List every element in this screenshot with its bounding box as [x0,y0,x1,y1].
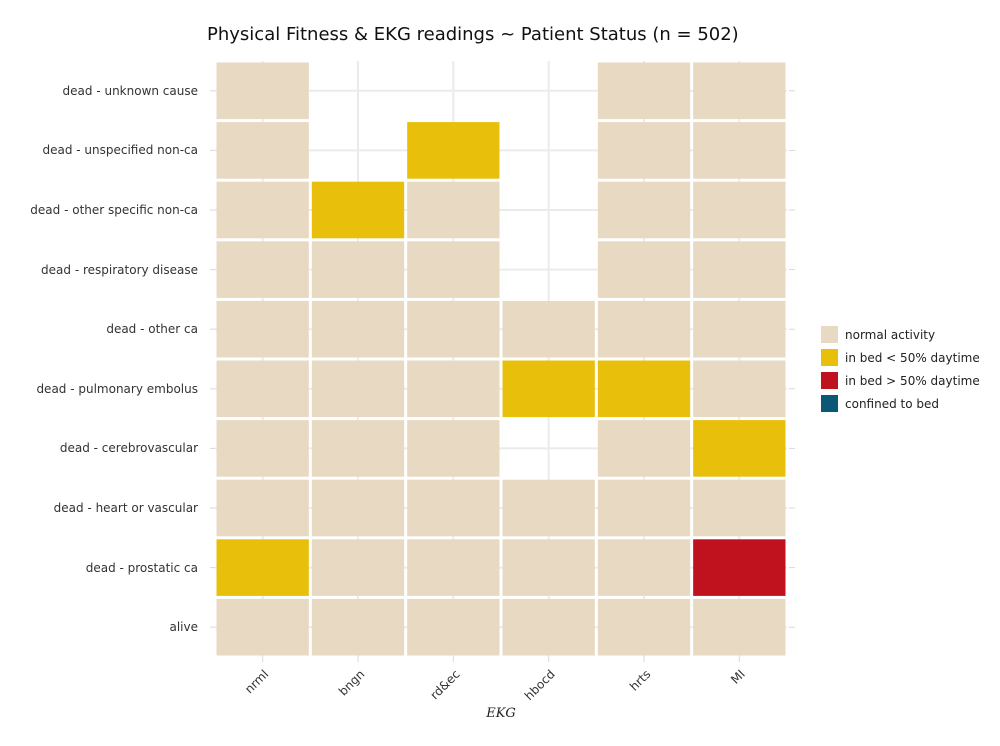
legend-item: normal activity [821,323,980,346]
heatmap-cell [407,122,500,179]
heatmap-cell [597,479,691,537]
heatmap-cell [407,181,500,239]
legend-label: confined to bed [845,396,940,411]
chart-title: Physical Fitness & EKG readings ~ Patien… [207,24,739,45]
heatmap-cell [502,539,595,596]
heatmap-cell [216,62,309,120]
heatmap-cell [407,300,500,358]
y-tick-label: dead - respiratory disease [41,262,198,277]
heatmap-cell [216,241,309,298]
heatmap-cell [693,420,786,477]
heatmap-cell [693,62,786,120]
x-axis-title: EKG [486,706,516,721]
heatmap-cell [693,300,786,358]
y-tick-label: dead - unspecified non-ca [42,143,198,158]
heatmap-cell [693,479,786,537]
y-tick-label: alive [169,620,198,635]
heatmap-cell [597,360,691,418]
heatmap-cell [502,479,595,537]
heatmap-cell [311,479,405,537]
legend-label: in bed < 50% daytime [845,350,980,365]
heatmap-cell [597,420,691,477]
heatmap-cell [311,420,405,477]
heatmap-cell [597,300,691,358]
heatmap-cell [597,122,691,179]
heatmap-cell [693,360,786,418]
heatmap-cell [502,360,595,418]
heatmap-cell [216,300,309,358]
heatmap-cell [311,300,405,358]
y-tick-label: dead - prostatic ca [85,560,198,575]
y-tick-label: dead - other ca [106,322,198,337]
heatmap-cell [311,539,405,596]
heatmap-cell [311,181,405,239]
heatmap-cell [311,241,405,298]
legend-item: in bed < 50% daytime [821,346,980,369]
y-tick-label: dead - other specific non-ca [30,203,198,217]
heatmap-cell [216,122,309,179]
heatmap-cell [311,598,405,656]
y-tick-label: dead - unknown cause [62,83,198,98]
heatmap-cell [693,181,786,239]
legend-swatch [821,326,838,343]
heatmap-cell [407,539,500,596]
y-tick-label: dead - cerebrovascular [59,441,198,456]
legend-swatch [821,395,838,412]
legend-swatch [821,372,838,389]
heatmap-cell [407,420,500,477]
legend-label: normal activity [845,327,936,342]
heatmap-cell [407,360,500,418]
legend-item: in bed > 50% daytime [821,369,980,392]
heatmap-cell [597,62,691,120]
heatmap-cell [597,539,691,596]
heatmap-cell [311,360,405,418]
heatmap-cell [407,241,500,298]
heatmap-cell [216,479,309,537]
heatmap-cell [216,420,309,477]
heatmap-cell [216,181,309,239]
heatmap-cell [693,122,786,179]
legend-swatch [821,349,838,366]
legend: normal activity in bed < 50% daytime in be… [821,323,980,415]
heatmap-cell [597,181,691,239]
legend-label: in bed > 50% daytime [845,373,980,388]
heatmap-cell [502,598,595,656]
y-tick-label: dead - pulmonary embolus [36,381,198,396]
heatmap-cell [693,539,786,596]
heatmap-cell [693,598,786,656]
heatmap-cell [407,598,500,656]
legend-item: confined to bed [821,392,980,415]
heatmap-cell [216,360,309,418]
heatmap-cell [502,300,595,358]
heatmap-cell [216,598,309,656]
heatmap-cell [693,241,786,298]
heatmap-cell [597,598,691,656]
heatmap-cell [597,241,691,298]
heatmap-cell [216,539,309,596]
heatmap-cell [407,479,500,537]
y-tick-label: dead - heart or vascular [53,501,198,515]
